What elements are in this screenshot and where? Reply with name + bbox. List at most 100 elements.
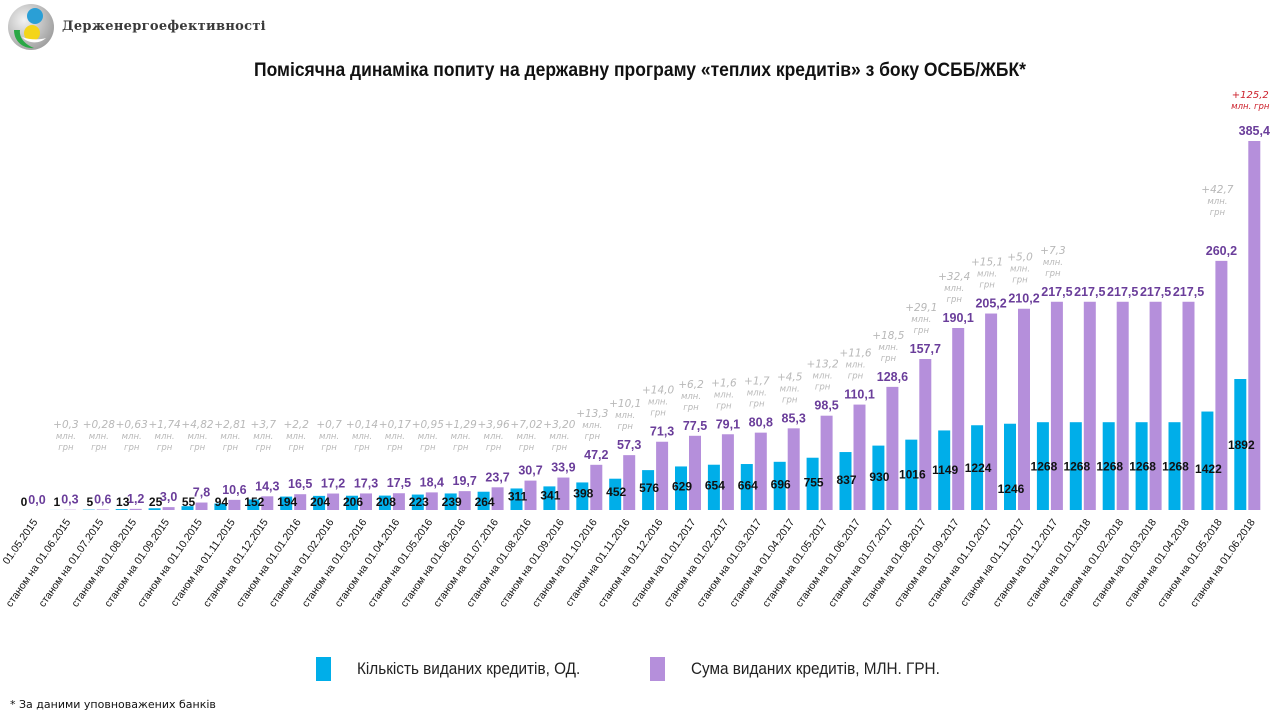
data-label-count: 1268	[1162, 459, 1189, 473]
delta-value: +6,2	[678, 379, 704, 391]
delta-unit: грн	[650, 409, 666, 419]
bar-count	[1004, 423, 1016, 510]
delta-unit: млн.	[845, 361, 865, 371]
data-label-sum: 260,2	[1206, 244, 1237, 258]
bar-count	[576, 482, 589, 510]
bar-sum	[623, 455, 636, 510]
bar-sum	[195, 502, 208, 510]
data-label-count: 1268	[1063, 459, 1090, 473]
delta-unit: грн	[157, 443, 173, 453]
delta-value: +4,82	[181, 419, 213, 431]
data-label-count: 1	[54, 495, 61, 509]
delta-unit: млн.	[813, 372, 833, 382]
delta-unit: грн	[190, 443, 206, 453]
data-label-sum: 18,4	[420, 475, 444, 489]
bar-sum	[360, 493, 372, 510]
delta-unit: грн	[91, 443, 107, 453]
logo-icon	[8, 4, 54, 50]
data-label-sum: 128,6	[877, 370, 908, 384]
org-name: Держенергоефективності	[62, 19, 266, 34]
bar-count	[346, 495, 358, 510]
delta-unit: млн.	[582, 421, 602, 431]
delta-unit: грн	[223, 443, 239, 453]
delta-value: +0,63	[116, 419, 148, 431]
delta-value: +5,0	[1007, 252, 1033, 264]
bar-count	[411, 494, 424, 510]
data-label-count: 664	[738, 478, 758, 492]
delta-unit: млн.	[89, 432, 109, 442]
delta-value: +2,2	[283, 419, 309, 431]
delta-unit: млн.	[319, 432, 339, 442]
data-label-sum: 205,2	[975, 297, 1006, 311]
data-label-count: 0	[21, 495, 28, 509]
bar-sum	[1149, 301, 1162, 510]
data-label-count: 654	[705, 479, 725, 493]
delta-value: +3,7	[251, 419, 277, 431]
delta-value: +125,2	[1232, 90, 1269, 101]
bar-count	[148, 508, 161, 510]
delta-unit: млн.	[187, 432, 207, 442]
bar-count	[642, 470, 655, 510]
bar-sum	[425, 492, 438, 510]
x-tick-label: станом на 01.06.2018	[1188, 517, 1258, 610]
data-label-count: 194	[277, 495, 297, 509]
data-label-sum: 0,6	[94, 492, 111, 506]
bar-count	[280, 496, 293, 510]
legend: Кількість виданих кредитів, ОД. Сума вид…	[0, 657, 1280, 687]
delta-unit: млн.	[1010, 265, 1030, 275]
bar-count	[971, 425, 984, 510]
data-label-count: 837	[836, 473, 856, 487]
data-label-count: 1149	[932, 463, 958, 477]
bar-count	[1102, 422, 1115, 510]
bar-sum	[1182, 301, 1195, 510]
data-label-count: 152	[244, 495, 264, 509]
legend-swatch-count	[316, 657, 331, 681]
delta-unit: млн.	[911, 315, 931, 325]
delta-value: +7,02	[510, 419, 542, 431]
delta-unit: млн.	[220, 432, 240, 442]
delta-value: +1,74	[149, 419, 181, 431]
data-label-sum: 30,7	[518, 464, 542, 478]
delta-unit: грн	[848, 372, 864, 382]
delta-unit: грн	[519, 443, 535, 453]
data-label-sum: 77,5	[683, 419, 707, 433]
bar-sum	[327, 493, 340, 510]
delta-value: +0,17	[379, 419, 411, 431]
delta-value: +32,4	[938, 271, 970, 283]
delta-unit: грн	[256, 443, 272, 453]
data-label-sum: 57,3	[617, 438, 641, 452]
delta-unit: млн.	[418, 432, 438, 442]
bar-sum	[294, 494, 307, 510]
data-label-count: 5	[86, 495, 93, 509]
bar-count	[247, 499, 260, 510]
delta-unit: грн	[288, 443, 304, 453]
data-label-count: 264	[475, 495, 495, 509]
bar-sum	[228, 499, 241, 510]
data-label-sum: 80,8	[749, 416, 773, 430]
data-label-count: 398	[573, 487, 593, 501]
legend-label-sum: Сума виданих кредитів, МЛН. ГРН.	[691, 659, 940, 678]
delta-value: +7,3	[1040, 245, 1066, 257]
delta-unit: грн	[58, 443, 74, 453]
bar-sum	[1083, 301, 1096, 510]
data-label-count: 94	[215, 495, 229, 509]
bar-sum	[491, 487, 504, 510]
delta-unit: грн	[683, 403, 699, 413]
data-label-sum: 210,2	[1008, 292, 1039, 306]
delta-unit: грн	[617, 422, 633, 432]
delta-unit: млн. грн	[1231, 102, 1270, 112]
delta-value: +1,6	[711, 377, 737, 389]
data-label-sum: 7,8	[193, 486, 210, 500]
bar-count	[543, 486, 556, 510]
bar-sum	[1050, 301, 1063, 510]
delta-value: +0,14	[346, 419, 378, 431]
data-label-count: 13	[116, 495, 130, 509]
